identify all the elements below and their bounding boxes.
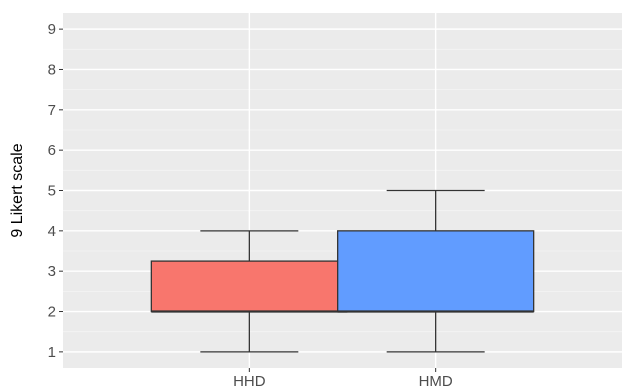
y-tick-label: 1 — [48, 344, 56, 361]
box-iqr — [150, 260, 348, 313]
y-tick-label: 9 — [48, 21, 56, 38]
x-axis: HHD HMD — [233, 368, 453, 387]
y-tick-label: 3 — [48, 263, 56, 280]
y-tick-label: 6 — [48, 142, 56, 159]
y-tick-label: 7 — [48, 102, 56, 119]
box-hhd — [150, 230, 348, 353]
box-hmd — [337, 189, 535, 353]
y-axis: 1 2 3 4 5 6 7 8 9 — [48, 21, 63, 361]
y-tick-label: 5 — [48, 183, 56, 200]
y-tick-label: 2 — [48, 304, 56, 321]
y-tick-label: 4 — [48, 223, 56, 240]
y-axis-title: 9 Likert scale — [9, 143, 26, 237]
x-tick-label: HMD — [419, 373, 453, 387]
boxes — [150, 189, 535, 353]
y-tick-label: 8 — [48, 61, 56, 78]
x-tick-label: HHD — [233, 373, 266, 387]
box-iqr — [337, 230, 535, 313]
